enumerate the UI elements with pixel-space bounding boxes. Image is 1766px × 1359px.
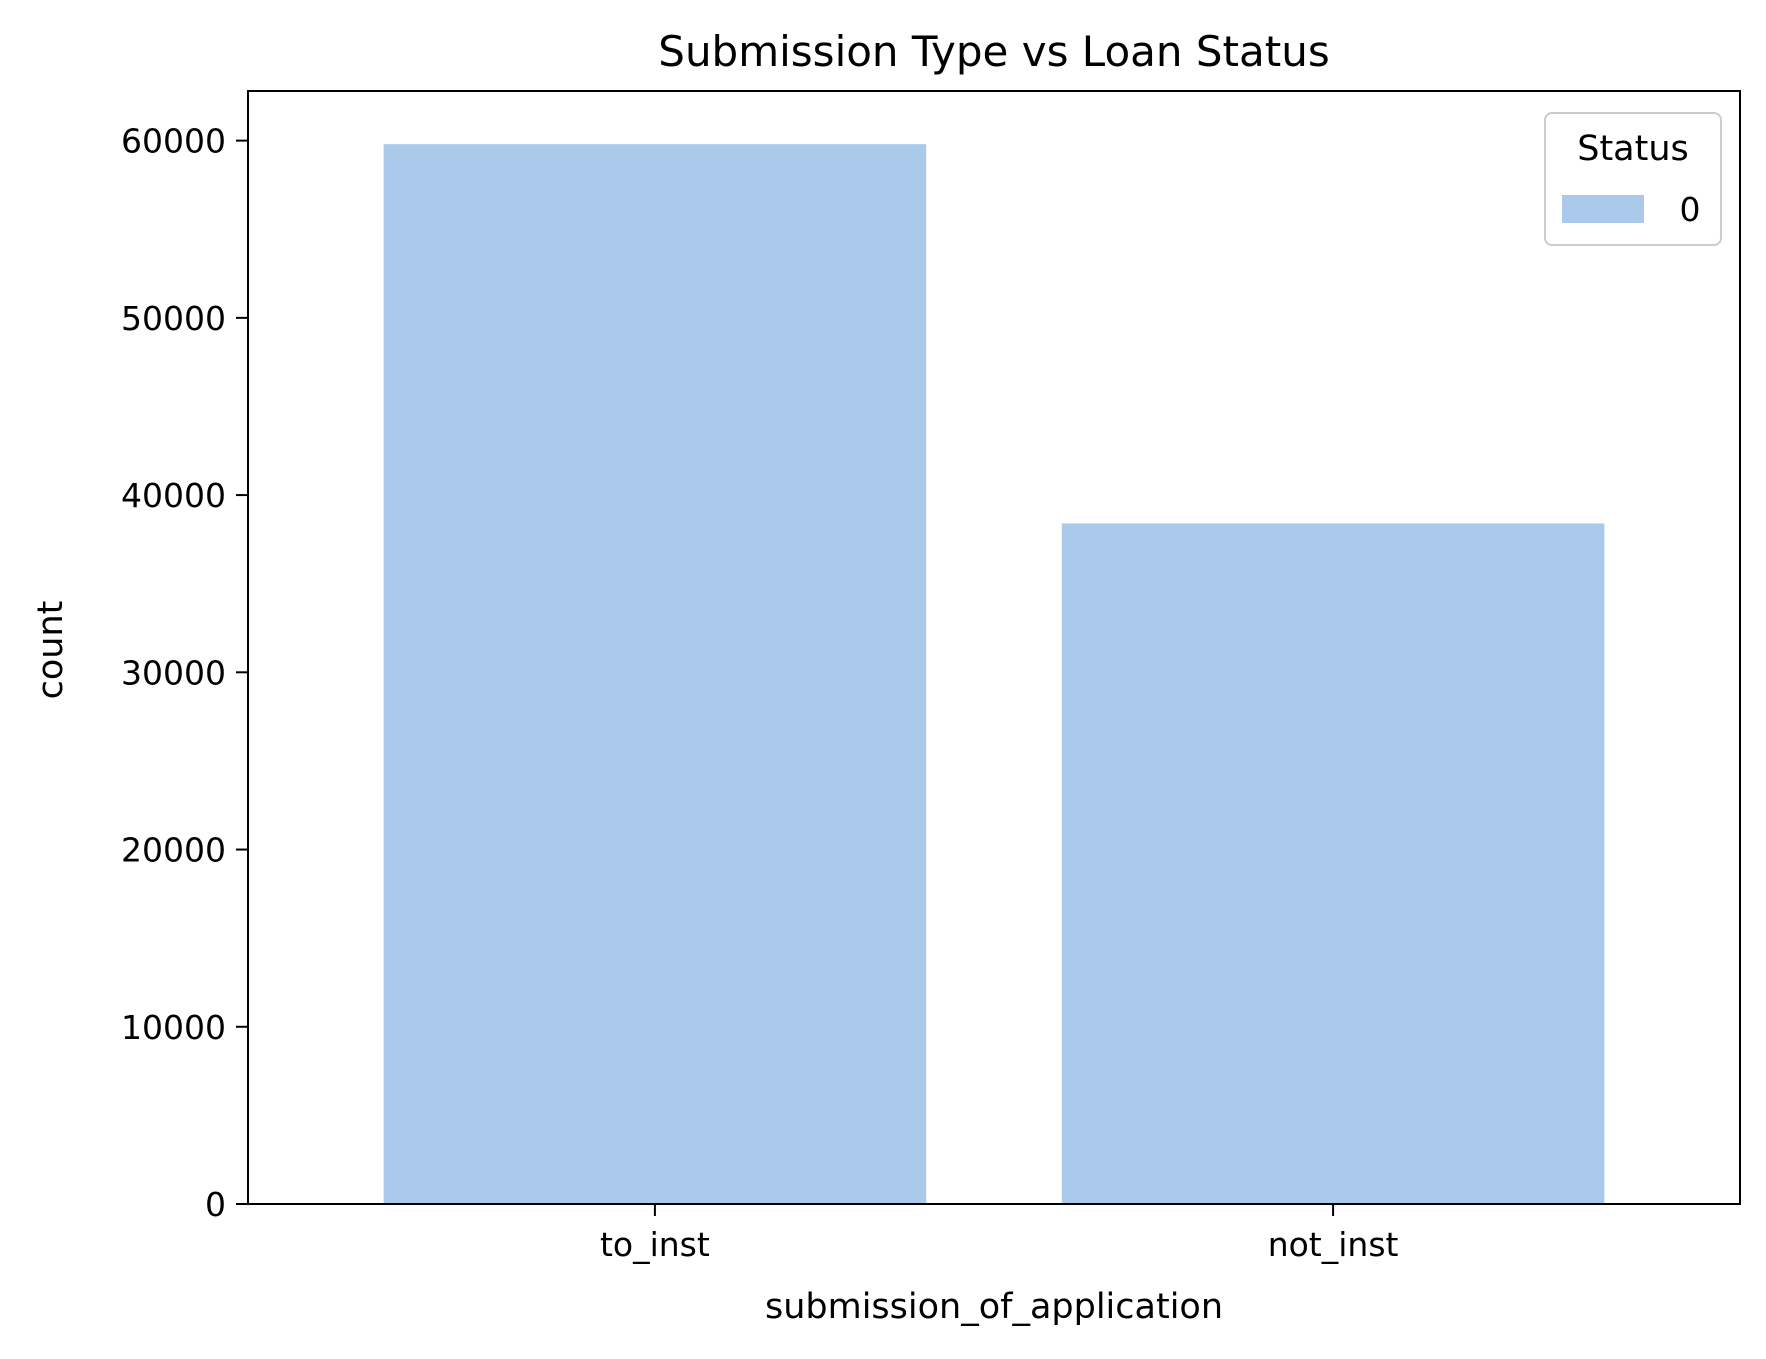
legend: Status 0 — [1544, 112, 1722, 246]
x-tick-label: not_inst — [1268, 1225, 1399, 1264]
y-axis-label: count — [31, 601, 71, 700]
y-tick-label: 40000 — [121, 476, 226, 515]
y-tick-label: 0 — [205, 1185, 226, 1224]
y-tick-label: 10000 — [121, 1008, 226, 1047]
legend-swatch — [1562, 195, 1644, 223]
y-tick-label: 60000 — [121, 122, 226, 161]
y-tick-label: 50000 — [121, 299, 226, 338]
bar-not-inst — [1061, 523, 1605, 1204]
y-axis-ticks: 0 10000 20000 30000 40000 50000 60000 — [121, 122, 248, 1224]
x-axis-ticks: to_inst not_inst — [600, 1204, 1399, 1264]
legend-label: 0 — [1680, 190, 1701, 229]
bars-layer — [383, 144, 1605, 1204]
y-tick-label: 30000 — [121, 653, 226, 692]
x-axis-label: submission_of_application — [765, 1287, 1223, 1327]
legend-title: Status — [1577, 129, 1689, 169]
plot-frame — [247, 90, 1741, 1205]
y-tick-label: 20000 — [121, 831, 226, 870]
bar-to-inst — [383, 144, 927, 1204]
x-tick-label: to_inst — [600, 1225, 710, 1264]
chart-title: Submission Type vs Loan Status — [658, 27, 1329, 76]
